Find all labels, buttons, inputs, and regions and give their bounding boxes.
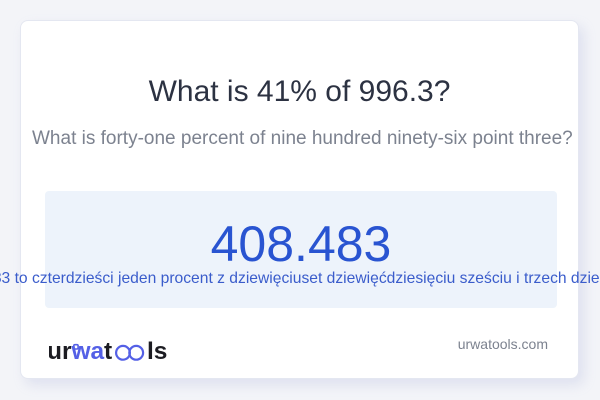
svg-text:ls: ls [147, 338, 167, 365]
svg-text:wa: wa [71, 338, 105, 365]
svg-text:t: t [104, 338, 112, 365]
svg-text:ur: ur [49, 338, 72, 365]
